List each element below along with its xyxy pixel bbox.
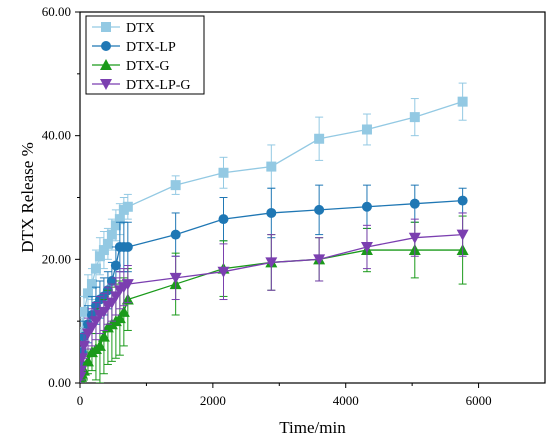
data-point <box>121 279 134 291</box>
legend-marker <box>101 41 111 51</box>
data-point <box>90 263 101 274</box>
legend-marker <box>100 59 112 70</box>
data-point <box>93 339 106 351</box>
data-point <box>80 340 90 352</box>
y-tick-label: 0.00 <box>48 375 71 390</box>
data-point <box>314 133 325 144</box>
data-point <box>113 312 126 324</box>
legend-marker <box>100 79 112 90</box>
data-point <box>110 220 121 231</box>
data-point <box>114 214 125 225</box>
x-axis-title: Time/min <box>279 418 346 437</box>
y-axis: 0.00 20.00 40.00 60.00 <box>42 4 80 390</box>
y-tick-label: 60.00 <box>42 4 71 19</box>
data-point <box>106 229 117 240</box>
data-point <box>98 245 109 256</box>
data-point <box>457 96 468 107</box>
data-point <box>106 275 117 286</box>
data-point <box>409 112 420 123</box>
data-point <box>170 180 181 191</box>
legend-label: DTX <box>126 21 155 36</box>
data-point <box>86 279 97 290</box>
data-point <box>314 204 325 215</box>
data-point <box>117 305 130 317</box>
x-axis: 0 2000 4000 6000 <box>77 383 492 408</box>
data-point <box>82 288 93 299</box>
data-point <box>266 161 277 172</box>
data-point <box>217 266 230 278</box>
data-point <box>170 229 181 240</box>
data-point <box>110 260 121 271</box>
data-point <box>457 195 468 206</box>
data-point <box>94 251 105 262</box>
y-tick-label: 40.00 <box>42 128 71 143</box>
data-point <box>408 232 421 244</box>
plot-area <box>79 11 546 384</box>
data-point <box>313 254 326 266</box>
data-point <box>81 355 94 367</box>
data-point <box>361 124 372 135</box>
legend-label: DTX-G <box>126 59 170 74</box>
data-point <box>361 201 372 212</box>
y-tick-label: 20.00 <box>42 251 71 266</box>
x-tick-label: 6000 <box>466 393 492 408</box>
data-point <box>122 241 133 252</box>
data-point <box>218 214 229 225</box>
legend-marker <box>101 22 111 32</box>
legend-label: DTX-LP <box>126 40 176 55</box>
data-point <box>169 272 182 284</box>
x-tick-label: 0 <box>77 393 84 408</box>
data-point <box>80 306 89 317</box>
data-point <box>265 257 278 269</box>
data-point <box>218 167 229 178</box>
data-point <box>80 353 88 365</box>
data-point <box>102 238 113 249</box>
data-point <box>409 198 420 209</box>
data-point <box>97 330 110 342</box>
data-point <box>456 229 469 241</box>
series-dtx-lp-g <box>80 212 469 383</box>
data-point <box>122 201 133 212</box>
y-axis-title: DTX Release % <box>18 142 37 252</box>
series-dtx <box>80 82 468 378</box>
data-point <box>266 207 277 218</box>
legend: DTX DTX-LP DTX-G DTX-LP-G <box>85 15 205 95</box>
data-point <box>80 365 87 377</box>
x-tick-label: 2000 <box>200 393 226 408</box>
x-tick-label: 4000 <box>333 393 359 408</box>
legend-label: DTX-LP-G <box>126 78 191 93</box>
data-point <box>360 241 373 253</box>
